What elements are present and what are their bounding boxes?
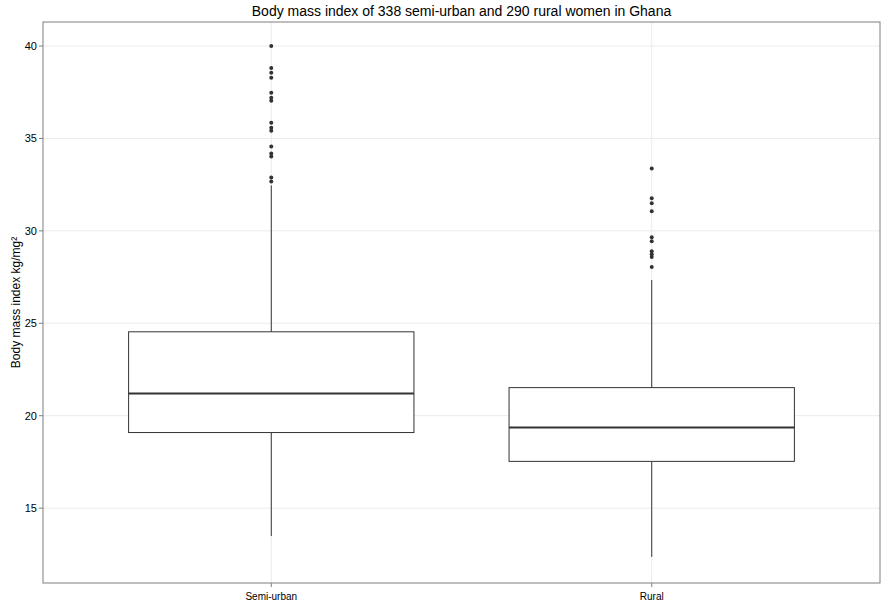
- outlier: [269, 121, 273, 125]
- lower-whisker: [271, 433, 272, 537]
- plot-frame: [43, 22, 880, 583]
- tick-label: 15: [25, 502, 37, 514]
- grid-line: [43, 230, 880, 231]
- outlier: [650, 201, 654, 205]
- outlier: [269, 129, 273, 133]
- outlier: [269, 180, 273, 184]
- grid-line: [43, 138, 880, 139]
- outlier: [650, 235, 654, 239]
- grid-line: [651, 22, 652, 583]
- tick: [651, 583, 652, 587]
- outlier: [269, 44, 273, 48]
- outlier: [650, 255, 654, 259]
- outlier: [269, 91, 273, 95]
- background: [0, 0, 884, 607]
- tick-label: 30: [25, 225, 37, 237]
- tick: [39, 415, 43, 416]
- grid-line: [43, 508, 880, 509]
- tick-label: 20: [25, 410, 37, 422]
- outlier: [269, 145, 273, 149]
- category-label: Rural: [640, 591, 664, 602]
- tick-label: 25: [25, 317, 37, 329]
- outlier: [650, 167, 654, 171]
- outlier: [269, 155, 273, 159]
- lower-whisker: [651, 461, 652, 557]
- median: [129, 393, 414, 395]
- tick-label: 40: [25, 40, 37, 52]
- tick: [39, 46, 43, 47]
- outlier: [269, 76, 273, 80]
- median: [509, 427, 794, 429]
- tick: [39, 508, 43, 509]
- outlier: [650, 196, 654, 200]
- grid-line: [271, 22, 272, 583]
- outlier: [269, 175, 273, 179]
- grid-line: [43, 46, 880, 47]
- outlier: [650, 209, 654, 213]
- title: Body mass index of 338 semi-urban and 29…: [252, 3, 672, 19]
- tick: [39, 230, 43, 231]
- outlier: [650, 265, 654, 269]
- category-label: Semi-urban: [245, 591, 297, 602]
- box: [129, 332, 414, 433]
- box: [509, 388, 794, 462]
- upper-whisker: [271, 185, 272, 331]
- outlier: [269, 99, 273, 103]
- tick: [271, 583, 272, 587]
- outlier: [269, 66, 273, 70]
- outlier: [650, 239, 654, 243]
- boxes: [129, 44, 795, 557]
- tick: [39, 323, 43, 324]
- chart: 15 20 25 30 35 40 Semi-urban Rural Body mass ind…: [0, 0, 884, 607]
- grid-line: [43, 323, 880, 324]
- y-axis-label: Body mass index kg/mg²: [9, 237, 23, 368]
- tick: [39, 138, 43, 139]
- upper-whisker: [651, 280, 652, 388]
- outlier: [269, 71, 273, 75]
- tick-label: 35: [25, 132, 37, 144]
